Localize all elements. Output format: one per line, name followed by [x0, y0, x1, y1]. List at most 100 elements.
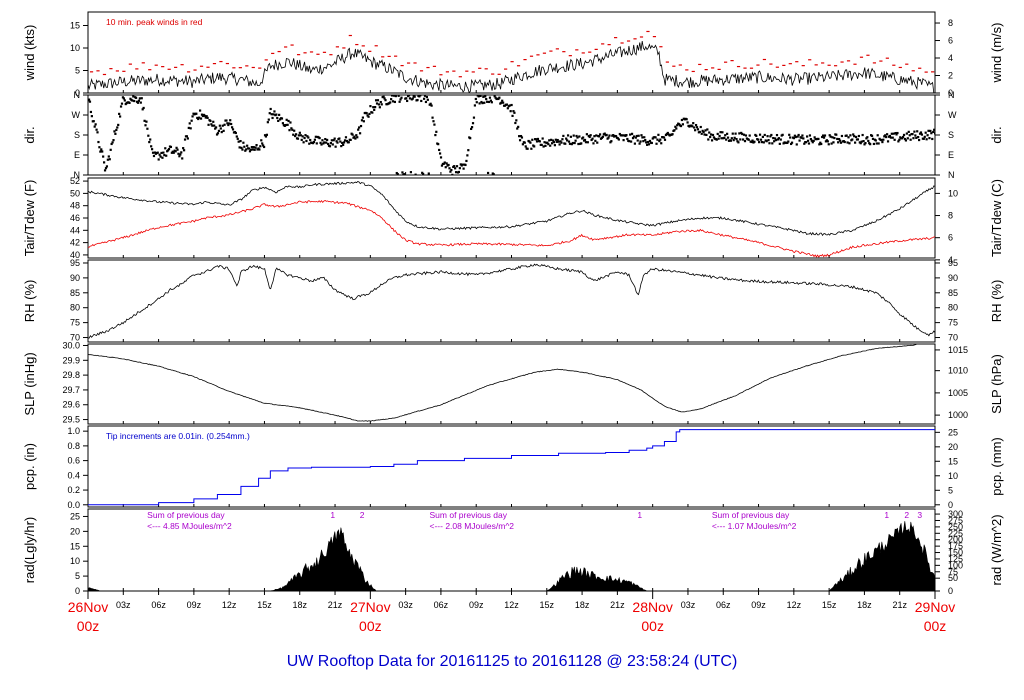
dir-right-tick-label: E	[948, 150, 954, 160]
x-day-label-24: 29Nov	[915, 599, 955, 615]
dir-plot-area	[88, 95, 935, 175]
rad-marker-2: 1	[637, 510, 642, 520]
pcp-right-tick-label: 15	[948, 456, 958, 466]
temp-right-tick-label: 8	[948, 211, 953, 221]
dir-frame	[87, 94, 936, 176]
x-tick-label-22: 18z	[857, 600, 872, 610]
x-tick-label-23: 21z	[892, 600, 907, 610]
dir-right-tick-label: N	[948, 90, 955, 100]
wind-series-wind-speed	[88, 41, 935, 93]
rh-left-tick-label: 80	[70, 303, 80, 313]
rh-left-tick-label: 85	[70, 288, 80, 298]
wind-note: 10 min. peak winds in red	[106, 17, 203, 27]
temp-right-axis-label: Tair/Tdew (C)	[989, 179, 1004, 257]
rad-marker-1: 2	[360, 510, 365, 520]
rad-right-tick-label: 225	[948, 528, 963, 538]
slp-left-tick-label: 29.7	[62, 385, 80, 395]
dir-right-axis-label: dir.	[989, 126, 1004, 143]
rad-marker-4: 2	[904, 510, 909, 520]
rad-left-tick-label: 25	[70, 511, 80, 521]
temp-plot-area	[88, 181, 935, 258]
x-tick-label-12: 12z	[504, 600, 519, 610]
rh-plot-area	[88, 263, 935, 339]
slp-right-tick-label: 1010	[948, 366, 968, 376]
rad-marker-0: 1	[330, 510, 335, 520]
panel-pcp: 0.0 0.2 0.4 0.6 0.8 1.0 0 5 10 15 20 25 pcp. (in) pcp…	[22, 425, 1004, 510]
rad-right-tick-label: 200	[948, 535, 963, 545]
pcp-left-tick-label: 0.2	[67, 485, 80, 495]
x-day-hour-label-24: 00z	[924, 618, 947, 634]
pcp-note: Tip increments are 0.01in. (0.254mm.)	[106, 431, 250, 441]
slp-left-tick-label: 29.5	[62, 415, 80, 425]
panel-slp: 29.5 29.6 29.7 29.8 29.9 30.0 1000 1005 1010 1015…	[22, 340, 1004, 425]
pcp-left-tick-label: 1.0	[67, 426, 80, 436]
x-tick-label-13: 15z	[540, 600, 555, 610]
temp-series-tdew	[88, 200, 935, 258]
rh-right-tick-label: 70	[948, 333, 958, 343]
pcp-left-tick-label: 0.8	[67, 441, 80, 451]
rad-right-axis-label: rad (W/m^2)	[989, 514, 1004, 585]
rad-right-tick-label: 250	[948, 522, 963, 532]
pcp-right-tick-label: 0	[948, 500, 953, 510]
slp-plot-area	[88, 344, 920, 422]
temp-left-axis-label: Tair/Tdew (F)	[22, 180, 37, 257]
x-tick-label-21: 15z	[822, 600, 837, 610]
rad-sum-1-line2: <--- 2.08 MJoules/m^2	[430, 521, 515, 531]
rad-right-tick-label: 75	[948, 567, 958, 577]
temp-left-tick-label: 52	[70, 176, 80, 186]
rad-right-tick-label: 300	[948, 509, 963, 519]
x-tick-label-9: 03z	[398, 600, 413, 610]
rad-sum-2-line1: Sum of previous day	[712, 510, 790, 520]
temp-left-tick-label: 44	[70, 225, 80, 235]
x-tick-label-17: 03z	[681, 600, 696, 610]
wind-right-axis-label: wind (m/s)	[989, 23, 1004, 84]
temp-left-tick-label: 42	[70, 238, 80, 248]
temp-right-tick-label: 6	[948, 233, 953, 243]
x-tick-label-15: 21z	[610, 600, 625, 610]
rad-left-tick-label: 15	[70, 541, 80, 551]
dir-left-tick-label: E	[74, 150, 80, 160]
slp-left-tick-label: 30.0	[62, 340, 80, 350]
temp-series-tair	[88, 181, 935, 237]
dir-left-tick-label: N	[74, 90, 81, 100]
wind-right-tick-label: 6	[948, 36, 953, 46]
pcp-left-axis-label: pcp. (in)	[22, 443, 37, 490]
pcp-right-axis-label: pcp. (mm)	[989, 437, 1004, 496]
wind-left-tick-label: 0	[75, 88, 80, 98]
pcp-left-tick-label: 0.4	[67, 470, 80, 480]
x-tick-label-6: 18z	[292, 600, 307, 610]
x-tick-label-2: 06z	[151, 600, 166, 610]
temp-right-tick-label: 4	[948, 255, 953, 265]
rh-frame	[87, 259, 936, 343]
panel-wind: 0 5 10 15 0 2 4 6 8 wind (kts) wind (m/s) 10 min. p…	[22, 11, 1004, 98]
rad-right-tick-label: 50	[948, 573, 958, 583]
slp-right-tick-label: 1005	[948, 388, 968, 398]
dir-right-tick-label: S	[948, 130, 954, 140]
dir-left-tick-label: N	[74, 170, 81, 180]
wind-left-axis-label: wind (kts)	[22, 25, 37, 82]
x-tick-label-20: 12z	[787, 600, 802, 610]
pcp-plot-area	[88, 428, 935, 506]
rh-right-tick-label: 95	[948, 258, 958, 268]
x-tick-label-7: 21z	[328, 600, 343, 610]
temp-left-tick-label: 48	[70, 201, 80, 211]
rad-left-tick-label: 5	[75, 571, 80, 581]
pcp-right-tick-label: 10	[948, 471, 958, 481]
slp-left-tick-label: 29.9	[62, 355, 80, 365]
wind-right-tick-label: 4	[948, 53, 953, 63]
panel-rad: 0510152025050751001251501752002252502753…	[22, 508, 1004, 596]
wind-right-tick-label: 8	[948, 18, 953, 28]
dir-left-tick-label: W	[72, 110, 81, 120]
temp-right-tick-label: 10	[948, 188, 958, 198]
dir-left-axis-label: dir.	[22, 126, 37, 143]
panel-rh: 70 75 80 85 90 95 70 75 80 85 90 95 RH (%) RH (%)	[22, 258, 1004, 343]
pcp-left-tick-label: 0.0	[67, 500, 80, 510]
x-tick-label-1: 03z	[116, 600, 131, 610]
rh-left-tick-label: 75	[70, 318, 80, 328]
pcp-right-tick-label: 5	[948, 485, 953, 495]
rad-right-tick-label: 0	[948, 586, 953, 596]
pcp-left-tick-label: 0.6	[67, 456, 80, 466]
